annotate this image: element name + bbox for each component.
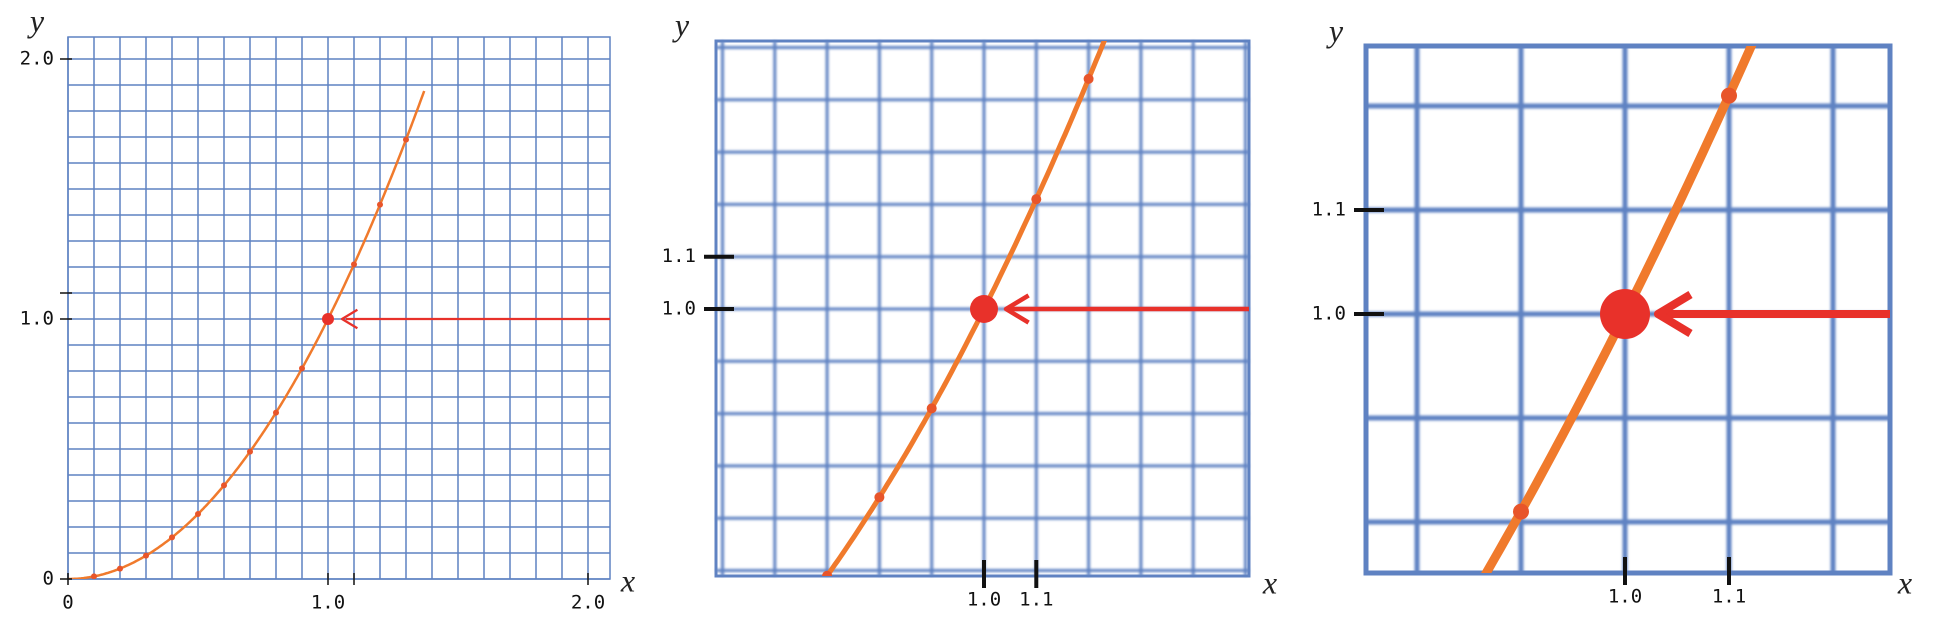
curve-point — [247, 448, 253, 455]
target-point — [1600, 289, 1650, 339]
x-axis-label: x — [1262, 564, 1277, 600]
curve-point — [169, 534, 175, 541]
curve-point — [874, 492, 885, 503]
x-tick-label: 1.1 — [1712, 586, 1746, 608]
x-tick-label: 1.0 — [967, 589, 1001, 611]
curve — [68, 90, 426, 579]
panel — [1363, 43, 1893, 576]
y-axis-label: y — [672, 6, 690, 42]
y-tick-label: 1.0 — [662, 298, 696, 320]
curve-group — [68, 90, 426, 579]
target-point — [322, 313, 334, 325]
curve-point — [273, 409, 279, 416]
frame — [1363, 43, 1893, 576]
frame — [67, 36, 611, 580]
curve-point — [221, 482, 227, 489]
curve-point — [117, 565, 123, 572]
curve-group — [1481, 46, 1757, 573]
y-axis-label: y — [27, 2, 45, 38]
curve-point — [377, 201, 383, 208]
curve-point — [403, 136, 409, 143]
x-axis-label: x — [1897, 564, 1912, 600]
curve-point — [195, 511, 201, 517]
x-tick-label: 1.0 — [311, 592, 345, 614]
x-tick-label: 0 — [62, 592, 73, 614]
curve-point — [926, 403, 937, 414]
curve-point — [351, 261, 357, 268]
curve-point — [1513, 503, 1529, 520]
grid — [67, 37, 610, 580]
y-tick-label: 0 — [43, 568, 54, 590]
y-tick-label: 1.0 — [20, 308, 54, 330]
y-axis-label: y — [1326, 12, 1344, 48]
panel — [714, 39, 1251, 578]
curve-point — [1031, 194, 1042, 205]
curve-point — [1721, 87, 1737, 104]
y-tick-label: 1.1 — [1312, 199, 1346, 221]
arrow-head — [1003, 293, 1030, 325]
y-tick-label: 1.0 — [1312, 303, 1346, 325]
curve-point — [822, 570, 833, 576]
x-tick-label: 2.0 — [571, 592, 605, 614]
panel — [67, 36, 611, 580]
y-tick-label: 1.1 — [662, 245, 696, 267]
curve-group — [822, 41, 1107, 576]
curve — [823, 41, 1107, 576]
curve-point — [1083, 73, 1094, 84]
arrow-head — [1653, 291, 1693, 337]
y-tick-label: 2.0 — [20, 48, 54, 70]
curve-point — [299, 365, 305, 372]
curve-point — [143, 552, 149, 559]
curve-point — [91, 573, 97, 579]
x-tick-label: 1.0 — [1608, 586, 1642, 608]
x-tick-label: 1.1 — [1019, 589, 1053, 611]
x-axis-label: x — [620, 562, 635, 598]
target-point — [970, 295, 998, 323]
arrow-head — [340, 308, 358, 330]
